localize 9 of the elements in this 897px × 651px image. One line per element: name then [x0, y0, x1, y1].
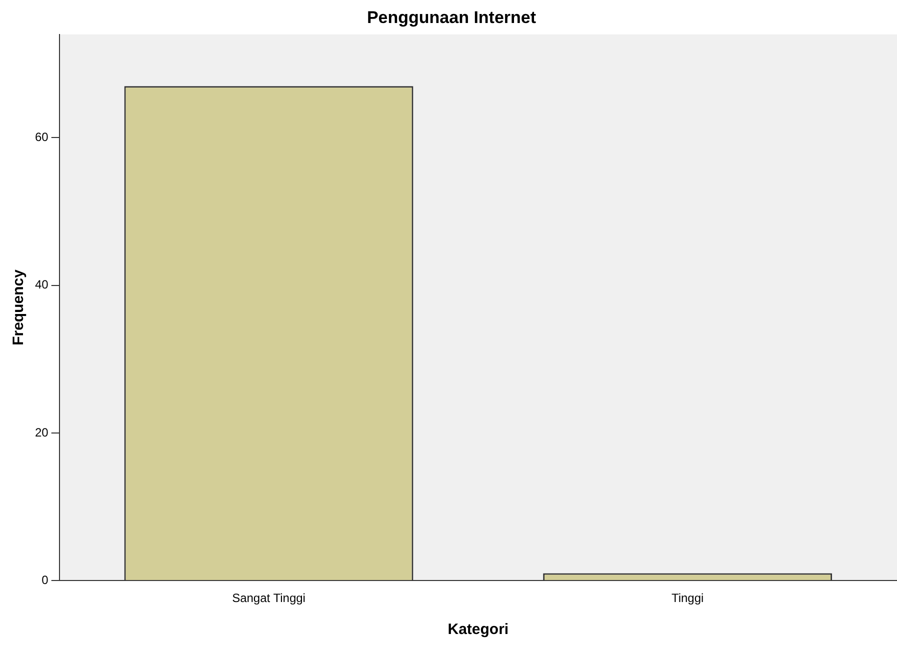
x-axis-title: Kategori	[448, 621, 509, 638]
chart-title: Penggunaan Internet	[366, 8, 536, 27]
x-tick-label: Tinggi	[671, 591, 704, 606]
y-axis-title: Frequency	[10, 268, 28, 346]
x-tick-label: Sangat Tinggi	[232, 591, 306, 606]
y-tick-label: 40	[34, 278, 49, 292]
y-tick-label: 60	[34, 130, 49, 144]
y-tick-label: 20	[34, 425, 49, 440]
y-tick-label: 0	[42, 572, 49, 587]
